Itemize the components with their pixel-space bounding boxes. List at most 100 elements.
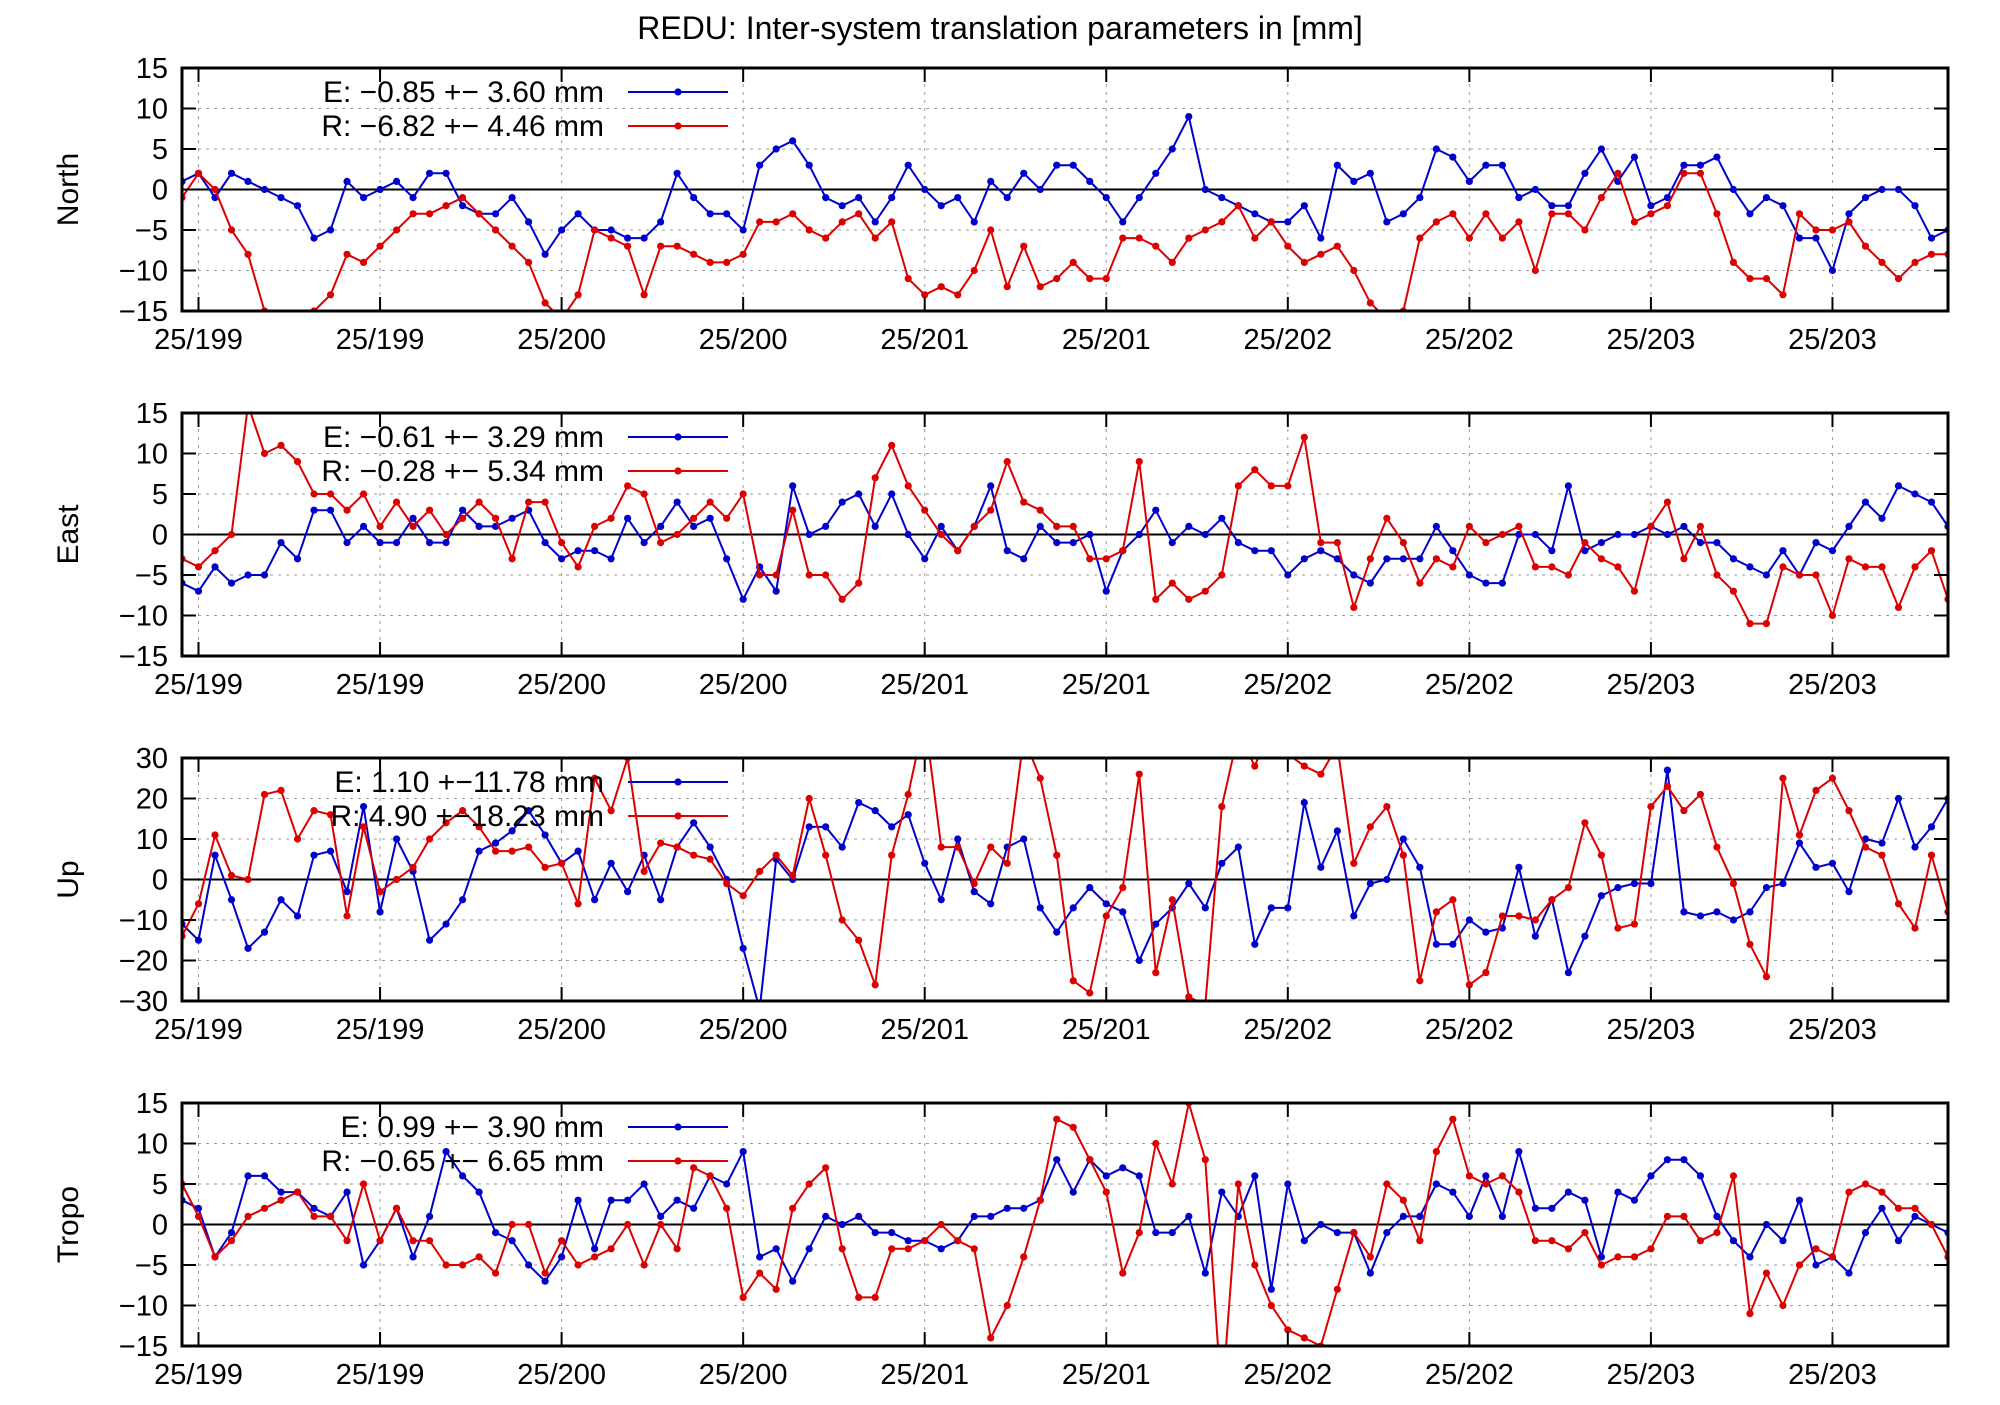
data-point-R bbox=[277, 786, 285, 795]
data-point-R bbox=[1119, 884, 1127, 892]
data-point-E bbox=[1350, 912, 1358, 920]
data-point-R bbox=[789, 871, 797, 880]
data-point-R bbox=[1482, 210, 1490, 218]
data-point-R bbox=[425, 1237, 434, 1245]
data-point-E bbox=[1465, 1212, 1473, 1220]
data-point-E bbox=[772, 587, 780, 595]
y-axis-label: Tropo bbox=[52, 1186, 85, 1263]
data-point-R bbox=[1334, 742, 1341, 749]
data-point-E bbox=[1927, 498, 1936, 506]
x-tick-label: 25/203 bbox=[1607, 669, 1696, 701]
data-point-R bbox=[1828, 774, 1837, 782]
x-tick-label: 25/202 bbox=[1425, 1359, 1514, 1391]
y-axis-label: North bbox=[52, 153, 85, 226]
data-point-R bbox=[1284, 242, 1292, 250]
data-point-R bbox=[491, 226, 500, 234]
data-point-R bbox=[1086, 555, 1094, 563]
data-point-E bbox=[1927, 823, 1936, 831]
data-point-E bbox=[1317, 547, 1325, 555]
y-tick-label: −20 bbox=[119, 946, 168, 978]
data-point-E bbox=[1119, 908, 1127, 916]
data-point-E bbox=[1845, 210, 1853, 218]
data-point-R bbox=[294, 332, 301, 339]
data-point-E bbox=[1878, 514, 1886, 522]
data-point-E bbox=[1152, 920, 1160, 928]
data-point-R bbox=[1581, 226, 1589, 234]
data-point-R bbox=[657, 1220, 665, 1229]
data-point-R bbox=[1729, 1172, 1738, 1180]
data-point-E bbox=[1350, 571, 1358, 579]
data-point-R bbox=[1696, 790, 1705, 799]
data-point-E bbox=[1317, 863, 1325, 871]
y-tick-label: 0 bbox=[152, 1210, 168, 1242]
data-point-E bbox=[1135, 194, 1143, 202]
data-point-E bbox=[1020, 169, 1028, 177]
data-point-R bbox=[1432, 555, 1440, 563]
data-point-R bbox=[1927, 1220, 1936, 1229]
data-point-R bbox=[442, 1261, 450, 1269]
data-point-R bbox=[937, 1220, 945, 1229]
y-tick-label: −5 bbox=[135, 1250, 168, 1282]
data-point-E bbox=[541, 250, 549, 258]
data-point-E bbox=[987, 1212, 995, 1220]
data-point-R bbox=[1399, 1196, 1407, 1204]
data-point-E bbox=[1762, 884, 1771, 892]
data-point-R bbox=[904, 482, 912, 490]
data-point-E bbox=[1284, 571, 1292, 579]
data-point-R bbox=[1069, 258, 1077, 266]
data-point-E bbox=[723, 210, 731, 218]
data-point-E bbox=[1432, 522, 1440, 531]
data-point-E bbox=[921, 185, 929, 194]
data-point-E bbox=[392, 177, 401, 185]
data-point-E bbox=[574, 1196, 582, 1204]
data-point-R bbox=[954, 291, 962, 299]
data-point-R bbox=[260, 449, 269, 458]
data-point-R bbox=[855, 210, 863, 218]
data-point-E bbox=[475, 1188, 483, 1196]
data-point-E bbox=[1663, 194, 1672, 202]
data-point-E bbox=[591, 896, 599, 904]
data-point-E bbox=[244, 1172, 252, 1180]
data-point-E bbox=[855, 798, 863, 807]
data-point-R bbox=[541, 498, 549, 506]
data-point-R bbox=[1267, 482, 1275, 490]
data-point-R bbox=[1202, 1001, 1209, 1008]
data-point-R bbox=[954, 547, 962, 555]
data-point-R bbox=[739, 1293, 747, 1301]
data-point-E bbox=[1746, 563, 1754, 571]
data-point-E bbox=[739, 1148, 747, 1156]
legend-marker-E bbox=[674, 778, 682, 786]
data-point-E bbox=[1300, 555, 1308, 563]
data-point-R bbox=[673, 530, 681, 539]
data-point-R bbox=[1366, 1253, 1374, 1261]
data-point-R bbox=[1020, 734, 1027, 741]
data-point-R bbox=[1135, 234, 1143, 242]
data-point-R bbox=[772, 218, 780, 226]
data-point-E bbox=[425, 936, 434, 944]
data-point-R bbox=[756, 571, 764, 579]
data-point-E bbox=[937, 1245, 945, 1253]
data-point-R bbox=[458, 514, 467, 522]
data-point-E bbox=[1201, 185, 1209, 194]
data-point-R bbox=[640, 867, 648, 876]
data-point-R bbox=[574, 1261, 582, 1269]
data-point-R bbox=[1762, 1269, 1771, 1277]
data-point-R bbox=[1713, 571, 1721, 579]
data-point-E bbox=[277, 896, 285, 904]
data-point-R bbox=[1614, 563, 1622, 571]
data-point-R bbox=[1994, 1172, 2000, 1179]
data-point-R bbox=[1663, 782, 1672, 790]
data-point-E bbox=[1647, 202, 1655, 210]
data-point-R bbox=[1515, 912, 1523, 920]
data-point-E bbox=[574, 210, 582, 218]
data-point-R bbox=[772, 851, 780, 859]
data-point-E bbox=[789, 1277, 797, 1285]
data-point-R bbox=[1383, 316, 1390, 323]
data-point-E bbox=[1053, 1156, 1061, 1164]
data-point-R bbox=[392, 875, 401, 884]
y-tick-label: 30 bbox=[136, 743, 168, 775]
data-point-R bbox=[1663, 202, 1672, 210]
data-point-R bbox=[657, 839, 665, 847]
data-point-R bbox=[1350, 266, 1358, 275]
